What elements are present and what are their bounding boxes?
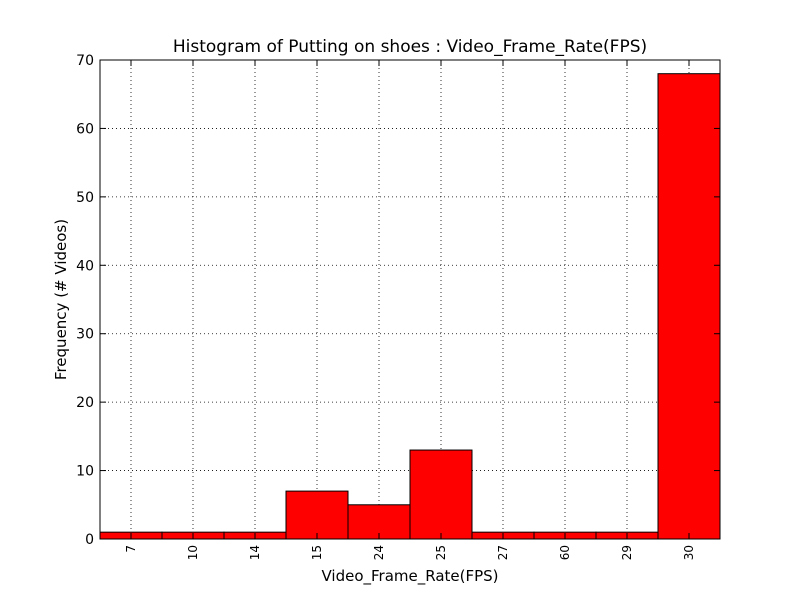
x-tick-label: 10 — [186, 545, 200, 560]
x-tick-label: 14 — [248, 545, 262, 560]
x-tick-label: 25 — [434, 545, 448, 560]
histogram-bar — [657, 73, 721, 540]
grid-lines — [100, 60, 720, 539]
y-tick-label: 40 — [76, 258, 94, 274]
y-tick-label: 20 — [76, 395, 94, 411]
x-tick-label: 29 — [620, 545, 634, 560]
y-tick-label: 10 — [76, 464, 94, 480]
y-axis-label: Frequency (# Videos) — [52, 219, 70, 380]
x-tick-label: 24 — [372, 545, 386, 560]
histogram-bar — [409, 449, 473, 540]
y-tick-label: 30 — [76, 327, 94, 343]
x-tick-label: 7 — [124, 545, 138, 553]
axis-ticks: 0 10 20 30 40 50 60 70 7 10 14 15 24 25 27 60 29 30 — [76, 53, 720, 560]
y-tick-label: 70 — [76, 53, 94, 69]
x-tick-label: 15 — [310, 545, 324, 560]
y-tick-label: 60 — [76, 121, 94, 137]
x-tick-label: 27 — [496, 545, 510, 560]
plot-frame — [99, 59, 721, 540]
y-tick-label: 50 — [76, 190, 94, 206]
x-tick-label: 30 — [682, 545, 696, 560]
chart-title: Histogram of Putting on shoes : Video_Fr… — [173, 37, 647, 57]
y-tick-label: 0 — [85, 532, 94, 548]
x-tick-label: 60 — [558, 545, 572, 560]
x-axis-label: Video_Frame_Rate(FPS) — [321, 567, 498, 586]
histogram-bar — [285, 490, 349, 540]
